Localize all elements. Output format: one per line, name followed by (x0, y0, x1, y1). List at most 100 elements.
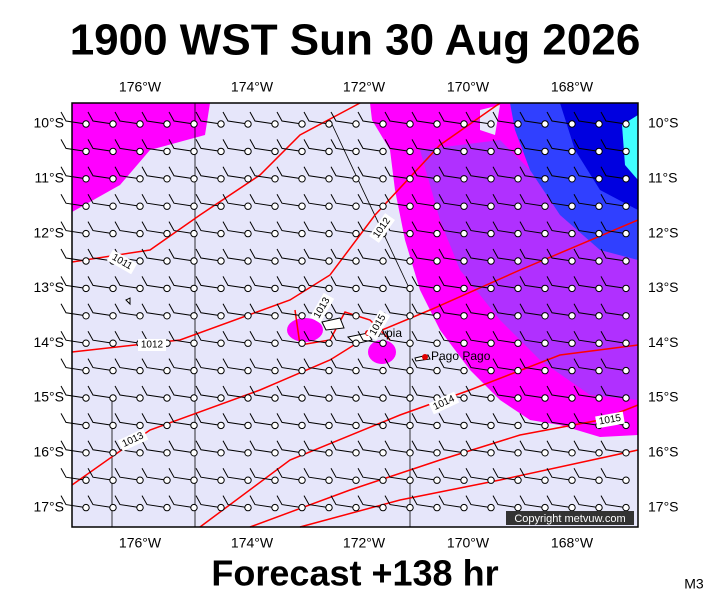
station (622, 284, 630, 293)
barb (384, 440, 411, 454)
barb (465, 193, 492, 207)
barb (249, 221, 276, 235)
station (271, 449, 279, 457)
barb (222, 111, 249, 125)
barb (384, 413, 411, 426)
station (190, 476, 198, 484)
barb (303, 276, 330, 289)
station (514, 312, 522, 320)
station (217, 449, 225, 457)
station (568, 120, 576, 128)
longitude-label: 174°W (231, 79, 274, 95)
barb (195, 467, 222, 481)
barb (519, 440, 546, 454)
barb (249, 358, 276, 372)
isobar-label-box (595, 411, 625, 429)
barb (492, 440, 519, 454)
barb (411, 358, 438, 372)
station (109, 366, 117, 375)
station (325, 202, 333, 210)
barb (546, 221, 573, 235)
place-marker (422, 354, 428, 360)
station (109, 175, 117, 183)
shade-magenta (287, 318, 323, 342)
isobar-label-box (365, 309, 391, 341)
barb (303, 166, 330, 180)
barb (519, 413, 546, 426)
barb (465, 413, 492, 426)
barb (195, 221, 222, 235)
longitude-label: 168°W (551, 79, 594, 95)
station (190, 202, 198, 210)
barb (546, 413, 573, 426)
station (298, 257, 306, 265)
station (190, 366, 198, 375)
barb (303, 139, 330, 152)
barb (141, 467, 168, 481)
station (487, 312, 495, 320)
station (136, 175, 144, 183)
barb (303, 358, 330, 372)
station (136, 421, 144, 430)
station (622, 257, 630, 265)
station (595, 339, 603, 347)
latitude-label: 15°S (33, 389, 64, 405)
barb (330, 440, 357, 454)
barb (276, 385, 303, 399)
barb (330, 330, 357, 344)
station (163, 284, 171, 293)
barb (492, 495, 519, 509)
station (352, 229, 360, 238)
barb (411, 193, 438, 207)
station (271, 312, 279, 320)
barb (573, 248, 600, 262)
station (163, 175, 171, 183)
barb (87, 221, 114, 235)
barb (411, 303, 438, 317)
station (298, 421, 306, 430)
barb (465, 111, 492, 125)
station (406, 366, 414, 375)
barb (114, 193, 141, 207)
barb (573, 193, 600, 207)
station (568, 394, 576, 402)
station (82, 175, 90, 183)
barb (438, 303, 465, 317)
barb (600, 139, 627, 152)
barb (195, 193, 222, 207)
shade-purple (420, 140, 638, 400)
barb (330, 467, 357, 481)
barb (87, 276, 114, 289)
latitude-label: 17°S (648, 498, 679, 514)
barb (411, 276, 438, 289)
longitude-label: 170°W (447, 79, 490, 95)
station (406, 257, 414, 265)
station (82, 229, 90, 238)
barb (222, 221, 249, 235)
station (595, 503, 603, 512)
barb (303, 221, 330, 235)
station (568, 229, 576, 238)
barb (195, 495, 222, 509)
station (406, 312, 414, 320)
station (595, 175, 603, 183)
station (163, 257, 171, 265)
isobar-label-text: 1015 (598, 413, 622, 428)
station (487, 449, 495, 457)
barb (87, 467, 114, 481)
station (163, 421, 171, 430)
station (352, 339, 360, 347)
station (595, 312, 603, 320)
barb (411, 467, 438, 481)
station (190, 312, 198, 320)
barb (384, 495, 411, 509)
barb (114, 467, 141, 481)
station (514, 421, 522, 430)
station (244, 503, 252, 512)
barb (357, 358, 384, 372)
barb (60, 276, 87, 289)
barb (546, 330, 573, 344)
barb (492, 139, 519, 152)
station (433, 366, 441, 375)
station (352, 257, 360, 265)
